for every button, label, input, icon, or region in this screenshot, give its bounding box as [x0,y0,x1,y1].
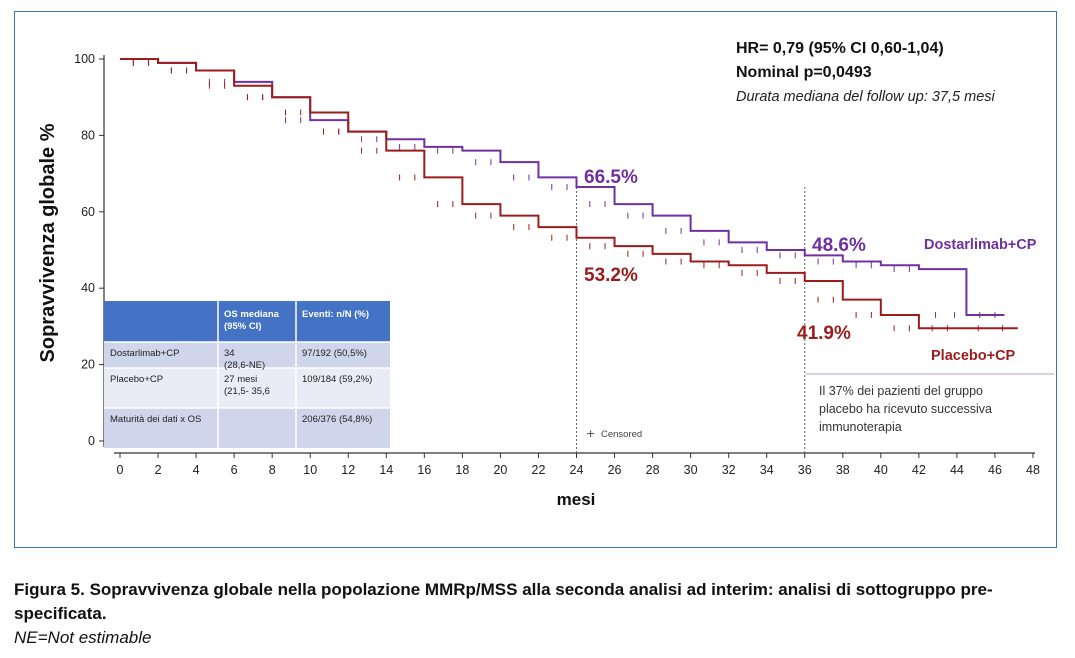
x-tick-label: 40 [874,463,888,477]
x-tick-label: 32 [722,463,736,477]
x-tick-label: 0 [117,463,124,477]
plot-labels: Sopravvivenza globale % mesi HR= 0,79 (9… [37,40,1054,509]
table-row-bg [104,408,390,448]
x-tick-label: 34 [760,463,774,477]
y-tick-label: 0 [88,434,95,448]
table-cell: Placebo+CP [110,374,163,385]
caption-title: Figura 5. Sopravvivenza globale nella po… [14,580,993,623]
p-value-stat: Nominal p=0,0493 [736,64,872,81]
table-cell: Dostarlimab+CP [110,348,179,359]
note-text: Il 37% dei pazienti del gruppo placebo h… [819,384,996,434]
point-label-dostarlimab-36: 48.6% [812,235,866,256]
series-name-placebo: Placebo+CP [931,348,1016,364]
y-tick-label: 100 [74,52,95,66]
x-tick-label: 44 [950,463,964,477]
table-header-bg [104,301,390,342]
y-tick-label: 80 [81,128,95,142]
x-tick-label: 30 [684,463,698,477]
table-row-bg [104,368,390,408]
x-tick-label: 4 [193,463,200,477]
x-tick-label: 22 [532,463,546,477]
x-tick-label: 20 [493,463,507,477]
x-tick-label: 26 [608,463,622,477]
chart-frame [14,11,1057,548]
summary-table: OS mediana (95% CI) Eventi: n/N (%) Dostarl… [104,301,390,448]
table-cell: 206/376 (54,8%) [302,414,372,425]
y-tick-label: 40 [81,281,95,295]
table-cell: 34 (28,6-NE) [224,348,265,371]
point-label-placebo-24: 53.2% [584,265,638,286]
table-cell: Maturità dei dati x OS [110,414,201,425]
point-label-placebo-36: 41.9% [797,323,851,344]
x-tick-label: 28 [646,463,660,477]
x-tick-label: 18 [455,463,469,477]
table-cell: Eventi: n/N (%) [302,309,369,320]
x-tick-label: 2 [155,463,162,477]
point-label-dostarlimab-24: 66.5% [584,167,638,188]
x-tick-label: 16 [417,463,431,477]
censored-marker-icon: + [586,427,595,440]
x-tick-label: 36 [798,463,812,477]
x-tick-label: 38 [836,463,850,477]
x-axis-label: mesi [557,490,596,509]
table-cell: 27 mesi (21,5- 35,6 [224,374,270,397]
km-survival-chart: 0 2 4 6 8 10 12 14 16 18 20 22 24 26 28 30 32 34 36 38 40 42 4… [37,40,1054,509]
series-line-placebo-cp [120,58,1018,330]
figure-caption: Figura 5. Sopravvivenza globale nella po… [14,578,1064,650]
y-tick-label: 60 [81,205,95,219]
hr-stat: HR= 0,79 (95% CI 0,60-1,04) [736,40,944,57]
table-row-bg [104,342,390,368]
x-tick-label: 12 [341,463,355,477]
x-tick-label: 14 [379,463,393,477]
followup-stat: Durata mediana del follow up: 37,5 mesi [736,89,996,105]
plot-series [120,58,1018,332]
x-tick-label: 48 [1026,463,1040,477]
x-tick-label: 6 [231,463,238,477]
x-tick-label: 42 [912,463,926,477]
table-cell: OS mediana (95% CI) [224,309,280,332]
x-tick-label: 8 [269,463,276,477]
x-tick-label: 46 [988,463,1002,477]
x-tick-label: 24 [570,463,584,477]
censored-label: Censored [601,429,642,440]
caption-note: NE=Not estimable [14,628,152,647]
x-tick-label: 10 [303,463,317,477]
plot-axes: 0 2 4 6 8 10 12 14 16 18 20 22 24 26 28 30 32 34 36 38 40 42 4… [74,52,1040,477]
y-tick-label: 20 [81,358,95,372]
table-cell: 109/184 (59,2%) [302,374,372,385]
y-axis-label: Sopravvivenza globale % [37,123,59,362]
table-cell: 97/192 (50,5%) [302,348,367,359]
series-name-dostarlimab: Dostarlimab+CP [924,237,1037,253]
